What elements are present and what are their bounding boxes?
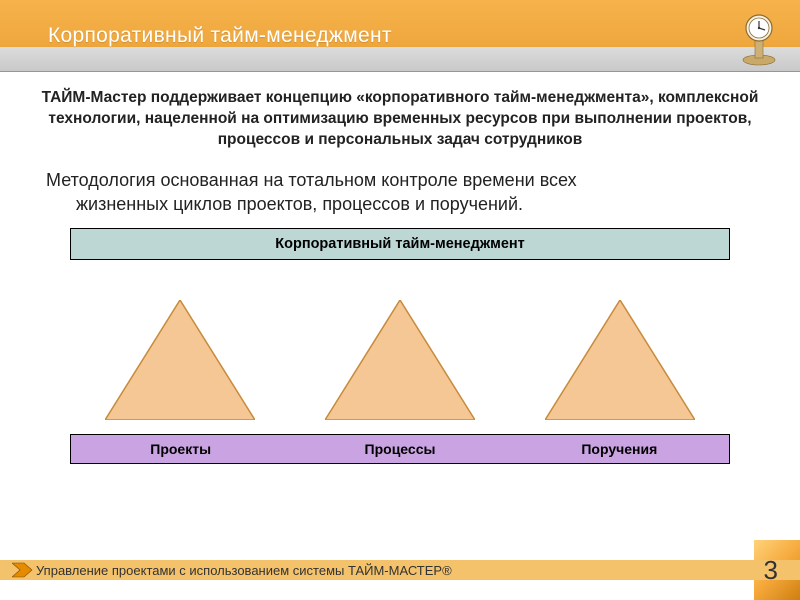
footer-band: Управление проектами с использованием си…	[0, 560, 800, 580]
page-number: 3	[764, 555, 778, 586]
header-grey-band	[0, 47, 800, 71]
page-title: Корпоративный тайм-менеджмент	[48, 24, 392, 48]
footer-chevron-icon	[12, 560, 34, 580]
triangle-wrap	[510, 300, 730, 420]
method-line-1: Методология основанная на тотальном конт…	[46, 170, 577, 190]
category-label: Поручения	[510, 441, 729, 457]
ctm-header-box: Корпоративный тайм-менеджмент	[70, 228, 730, 260]
category-label: Процессы	[290, 441, 509, 457]
intro-paragraph: ТАЙМ-Мастер поддерживает концепцию «корп…	[40, 88, 760, 151]
triangle-row	[70, 280, 730, 420]
method-line-2: жизненных циклов проектов, процессов и п…	[46, 192, 760, 216]
footer-text: Управление проектами с использованием си…	[36, 563, 452, 578]
triangle-wrap	[290, 300, 510, 420]
ctm-header-label: Корпоративный тайм-менеджмент	[275, 236, 525, 252]
category-label: Проекты	[71, 441, 290, 457]
categories-box: ПроектыПроцессыПоручения	[70, 434, 730, 464]
triangle-wrap	[70, 300, 290, 420]
clock-icon	[730, 8, 788, 72]
methodology-text: Методология основанная на тотальном конт…	[40, 168, 760, 217]
